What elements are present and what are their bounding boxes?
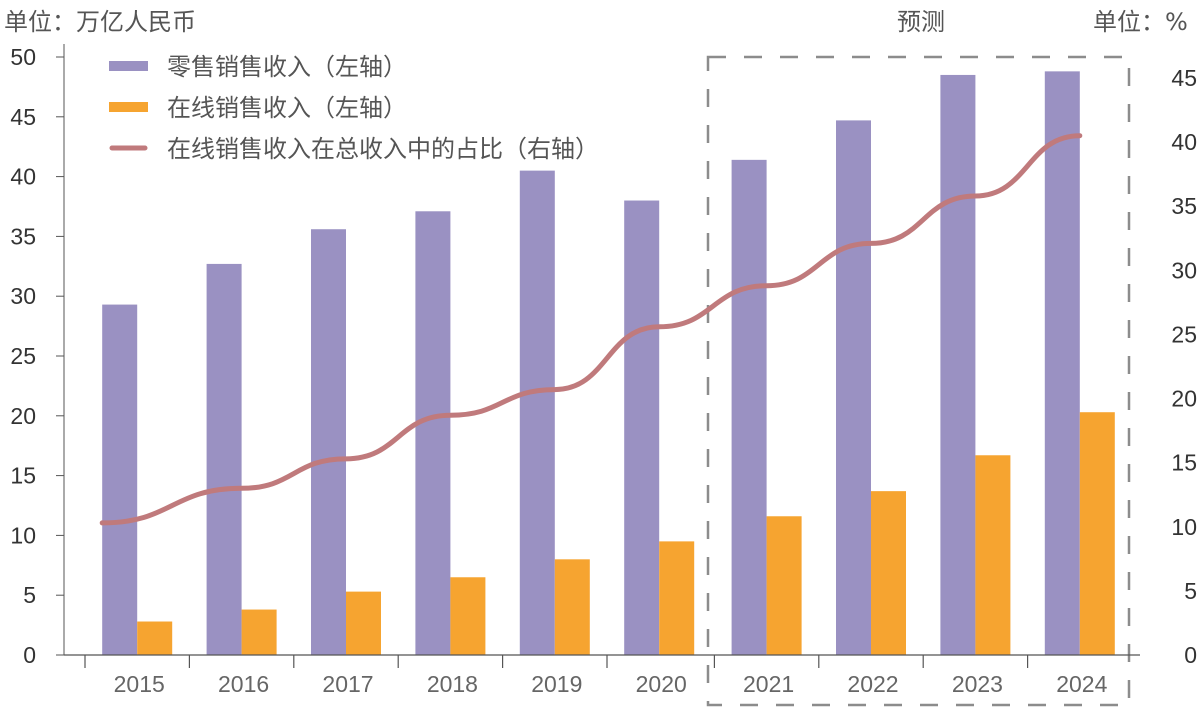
right-axis-tick-label: 15 xyxy=(1171,450,1197,476)
online-sales-bar xyxy=(1079,412,1115,655)
x-axis-tick-label: 2021 xyxy=(743,671,794,697)
right-axis-tick-label: 30 xyxy=(1171,257,1197,283)
x-axis-tick-label: 2024 xyxy=(1056,671,1107,697)
online-sales-bar xyxy=(871,491,906,655)
right-axis-tick-label: 45 xyxy=(1171,65,1197,91)
online-sales-bar xyxy=(346,591,381,655)
x-axis-tick-label: 2020 xyxy=(636,671,687,697)
online-share-point xyxy=(554,389,556,391)
left-axis-tick-label: 30 xyxy=(10,283,36,309)
legend-label-share: 在线销售收入在总收入中的占比（右轴） xyxy=(167,135,599,163)
forecast-region-box xyxy=(706,55,1131,707)
x-axis-tick-label: 2019 xyxy=(531,671,582,697)
retail-sales-bar xyxy=(311,229,346,655)
right-axis-tick-label: 5 xyxy=(1184,578,1197,604)
left-axis-tick-label: 50 xyxy=(10,44,36,70)
retail-sales-bar xyxy=(519,170,555,655)
online-share-point xyxy=(870,242,872,244)
retail-sales-bar xyxy=(206,263,242,655)
online-share-point xyxy=(345,458,347,460)
online-share-line xyxy=(99,133,1083,526)
forecast-label: 预测 xyxy=(897,8,945,36)
left-axis-tick-label: 35 xyxy=(10,223,36,249)
online-sales-bar xyxy=(975,455,1011,655)
left-axis-tick-label: 25 xyxy=(10,343,36,369)
online-share-point xyxy=(101,522,103,524)
x-axis-tick-label: 2018 xyxy=(427,671,478,697)
right-axis-unit: 单位：% xyxy=(1093,8,1188,36)
right-axis-tick-label: 35 xyxy=(1171,193,1197,219)
left-axis-tick-label: 45 xyxy=(10,104,36,130)
legend-swatch-retail xyxy=(109,61,148,71)
left-axis-tick-label: 40 xyxy=(10,164,36,190)
online-sales-bar xyxy=(766,516,802,655)
online-sales-bar xyxy=(137,621,173,655)
left-axis-tick-label: 15 xyxy=(10,463,36,489)
retail-sales-bar xyxy=(940,74,976,655)
left-axis-tick-label: 10 xyxy=(10,522,36,548)
left-axis-tick-label: 0 xyxy=(23,642,36,668)
online-sales-bar xyxy=(659,541,695,655)
online-share-point xyxy=(1079,135,1081,137)
right-axis-tick-label: 20 xyxy=(1171,386,1197,412)
legend-label-retail: 零售销售收入（左轴） xyxy=(167,53,407,81)
left-axis-unit: 单位：万亿人民币 xyxy=(4,8,196,36)
online-share-point xyxy=(766,285,768,287)
online-share-point xyxy=(241,487,243,489)
legend-swatch-online xyxy=(109,102,148,112)
legend-label-online: 在线销售收入（左轴） xyxy=(167,94,407,122)
left-axis-tick-label: 5 xyxy=(23,582,36,608)
online-sales-bar xyxy=(554,559,590,655)
retail-sales-bar xyxy=(836,120,871,655)
online-share-point xyxy=(658,326,660,328)
online-share-point xyxy=(449,414,451,416)
retail-sales-bar xyxy=(102,304,138,655)
online-share-point xyxy=(974,195,976,197)
x-axis-tick-label: 2022 xyxy=(847,671,898,697)
x-axis-tick-label: 2023 xyxy=(952,671,1003,697)
retail-sales-bar xyxy=(415,211,451,655)
online-sales-bar xyxy=(241,609,277,655)
retail-sales-bar xyxy=(624,200,660,655)
right-axis-tick-label: 10 xyxy=(1171,514,1197,540)
x-axis-tick-label: 2015 xyxy=(114,671,165,697)
retail-sales-bar xyxy=(731,159,767,655)
right-axis-tick-label: 25 xyxy=(1171,321,1197,347)
retail-sales-bar xyxy=(1044,71,1080,656)
left-axis-tick-label: 20 xyxy=(10,403,36,429)
x-axis-tick-label: 2016 xyxy=(218,671,269,697)
x-axis-tick-label: 2017 xyxy=(322,671,373,697)
right-axis-tick-label: 0 xyxy=(1184,642,1197,668)
right-axis-tick-label: 40 xyxy=(1171,129,1197,155)
online-sales-bar xyxy=(450,577,486,655)
